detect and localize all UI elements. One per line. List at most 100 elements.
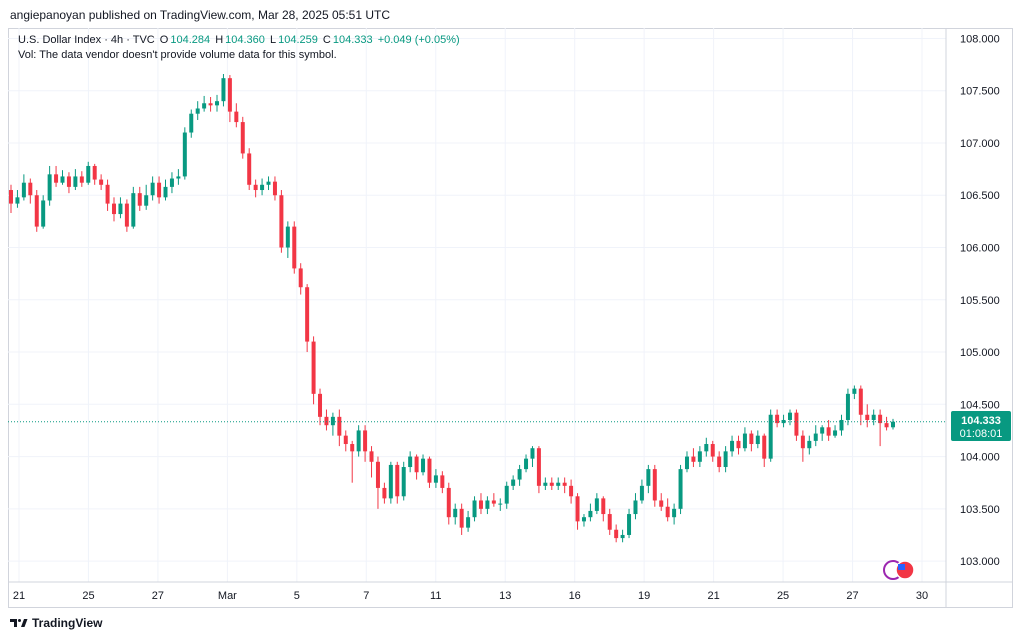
candle-body [28, 182, 33, 196]
candle [440, 471, 445, 494]
candle [646, 464, 651, 494]
time-tick-label: 25 [777, 590, 789, 602]
candle [311, 336, 316, 405]
candle-body [478, 500, 483, 509]
candle-body [504, 485, 509, 504]
price-tick-label: 105.000 [960, 347, 1000, 359]
footer-brand[interactable]: TradingView [10, 616, 102, 630]
candle-body [195, 108, 200, 114]
candle [144, 184, 149, 210]
time-tick-label: 30 [916, 590, 928, 602]
candle [382, 482, 387, 504]
candle-body [375, 461, 380, 488]
candle-body [768, 414, 773, 459]
candle [157, 176, 162, 204]
candle-body [305, 287, 310, 342]
candle [543, 477, 548, 491]
candle-body [659, 500, 664, 507]
low-value: 104.259 [278, 34, 318, 46]
candle-body [169, 178, 174, 187]
price-tick-label: 103.500 [960, 504, 1000, 516]
candle-body [530, 448, 535, 459]
candle [659, 493, 664, 511]
candle [665, 498, 670, 522]
candle [569, 479, 574, 504]
candle-body [343, 435, 348, 445]
candle-body [865, 414, 870, 420]
candle [781, 414, 786, 428]
candle [324, 409, 329, 431]
candle-body [691, 456, 696, 462]
candle-body [118, 203, 123, 215]
candle-body [549, 482, 554, 486]
candle [575, 493, 580, 530]
candle [343, 430, 348, 452]
candle-body [858, 388, 863, 415]
candle-body [105, 184, 110, 204]
change-value: +0.049 (+0.05%) [377, 34, 460, 46]
candle [594, 493, 599, 515]
candle-body [60, 176, 65, 183]
candle-body [221, 78, 226, 102]
candle [639, 479, 644, 504]
candle-body [891, 421, 895, 428]
flag-icons[interactable] [883, 560, 915, 580]
candle [9, 184, 13, 214]
candle [775, 409, 780, 428]
chart-frame[interactable] [8, 28, 1013, 608]
low-label: L [269, 34, 277, 46]
candle-body [440, 475, 445, 488]
candle-body [318, 393, 323, 417]
candle [865, 404, 870, 428]
candle [749, 430, 754, 452]
candle-body [749, 433, 754, 445]
candle-body [176, 176, 181, 179]
candle [517, 464, 522, 486]
candle-body [736, 440, 741, 449]
candle-body [717, 456, 722, 468]
candle-body [337, 416, 342, 436]
candle-body [86, 165, 91, 183]
candle-body [826, 427, 831, 436]
candle-body [820, 427, 825, 434]
candle-body [157, 182, 162, 198]
candle [150, 176, 155, 201]
candle-body [472, 500, 477, 518]
symbol-name[interactable]: U.S. Dollar Index · 4h · TVC [18, 34, 155, 46]
candle [736, 435, 741, 455]
candle [41, 195, 46, 229]
candle [839, 414, 844, 436]
candle-body [800, 435, 805, 449]
candle [556, 477, 561, 491]
candle-body [833, 430, 838, 436]
candle [421, 454, 426, 476]
candle [742, 427, 747, 452]
price-tick-label: 104.000 [960, 452, 1000, 464]
candle [581, 514, 586, 527]
last-price-value: 104.333 [961, 415, 1001, 427]
candle-body [285, 226, 290, 248]
candle [124, 199, 129, 232]
candle-body [227, 78, 232, 112]
price-tick-label: 105.500 [960, 295, 1000, 307]
tradingview-logo-icon [10, 619, 28, 627]
candles [9, 73, 895, 543]
candle-body [569, 485, 574, 497]
candle-body [137, 193, 142, 206]
candle [723, 446, 728, 473]
candle [318, 388, 323, 426]
candle [163, 179, 168, 201]
candle-body [66, 176, 71, 187]
candle [66, 172, 71, 194]
candle-body [215, 101, 220, 106]
candle-body [446, 487, 451, 518]
candle-body [324, 416, 329, 426]
candle-body [382, 487, 387, 499]
candle-body [208, 103, 213, 106]
candle-body [562, 482, 567, 486]
candle-body [395, 464, 400, 497]
candle [807, 435, 812, 455]
time-axis: 21 25 27 Mar 5 7 11 13 16 19 21 25 27 30 [13, 590, 928, 602]
open-label: O [159, 34, 169, 46]
